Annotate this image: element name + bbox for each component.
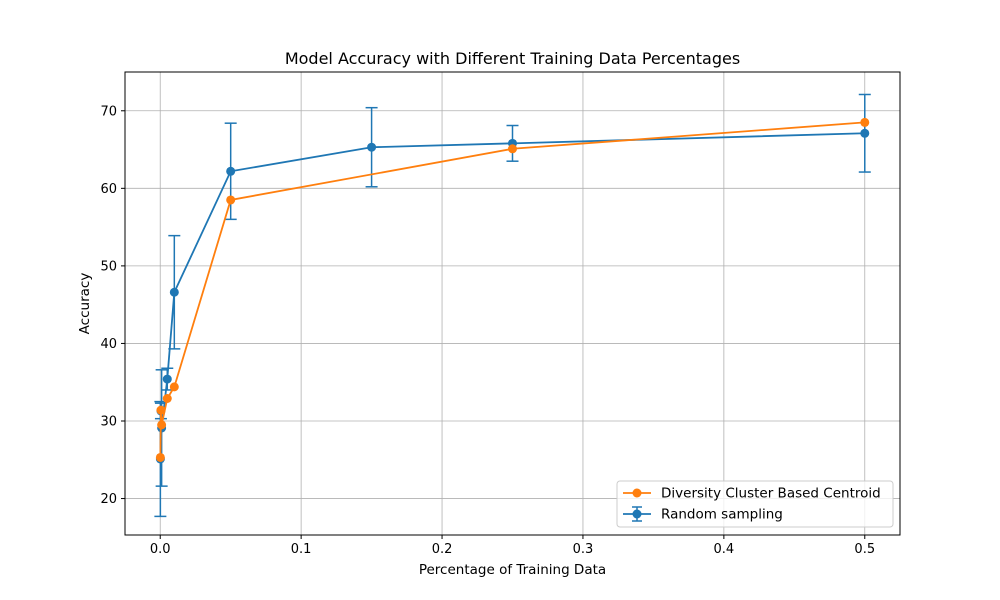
legend-box [616,480,894,528]
data-point [169,287,179,297]
data-point [155,452,165,462]
y-tick-label: 20 [100,492,117,507]
series-layer [154,93,871,518]
data-point [162,374,172,384]
ticks: 0.0 0.1 0.2 0.3 0.4 0.5 20 30 40 50 60 70 [100,104,875,557]
y-tick-label: 70 [100,104,117,119]
y-tick-label: 30 [100,414,117,429]
x-tick-label: 0.5 [854,542,875,557]
x-tick-label: 0.1 [291,542,312,557]
data-point [169,382,179,392]
x-tick-label: 0.2 [432,542,453,557]
y-tick-label: 50 [100,259,117,274]
plot-frame [124,71,901,536]
legend-marker [632,488,642,498]
series-diversity-cluster-based-centroid [155,117,870,462]
x-axis-label: Percentage of Training Data [419,562,606,578]
legend: Diversity Cluster Based Centroid Random s… [616,480,894,528]
data-point [860,128,870,138]
y-tick-label: 40 [100,337,117,352]
data-point [226,166,236,176]
data-point [157,420,167,430]
data-point [162,394,172,404]
data-point [226,195,236,205]
x-tick-label: 0.3 [573,542,594,557]
data-point [860,117,870,127]
legend-marker [632,509,642,519]
legend-label: Diversity Cluster Based Centroid [661,486,881,502]
legend-label: Random sampling [661,507,783,523]
legend-item: Diversity Cluster Based Centroid [623,486,881,502]
y-axis-label: Accuracy [77,273,93,335]
data-point [367,142,377,152]
x-tick-label: 0.0 [150,542,171,557]
chart-title: Model Accuracy with Different Training D… [285,49,740,68]
y-tick-label: 60 [100,182,117,197]
x-tick-label: 0.4 [714,542,735,557]
legend-item: Random sampling [623,506,783,523]
data-point [156,405,166,415]
data-point [508,144,517,154]
